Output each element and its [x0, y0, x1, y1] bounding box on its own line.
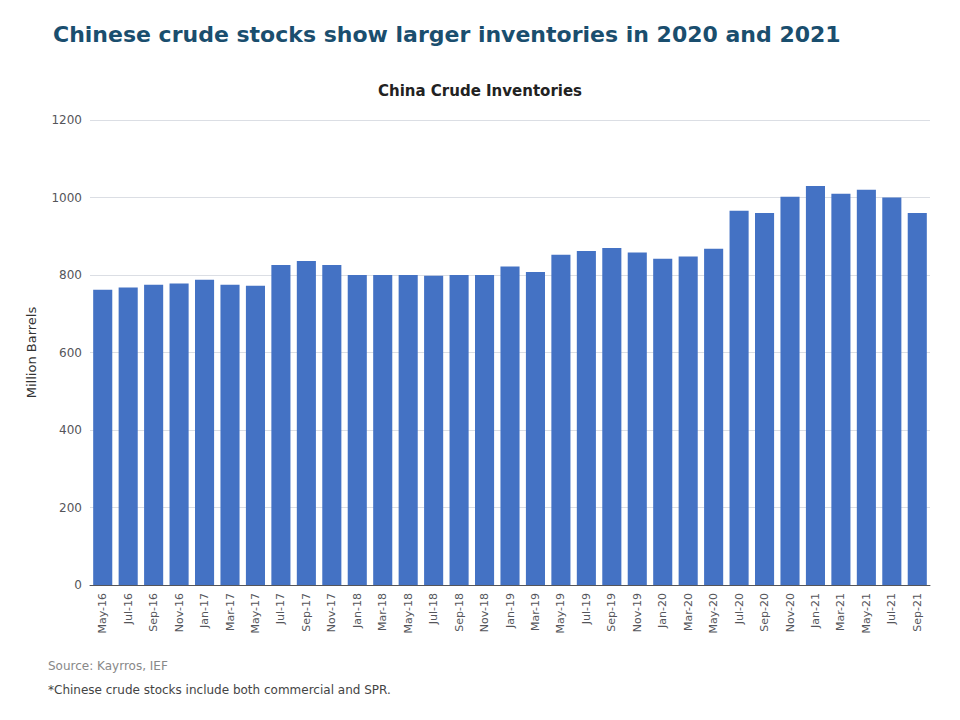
svg-text:Nov-19: Nov-19	[631, 593, 644, 632]
svg-text:Million Barrels: Million Barrels	[24, 307, 39, 399]
svg-text:China Crude Inventories: China Crude Inventories	[378, 82, 582, 100]
svg-text:Mar-19: Mar-19	[529, 593, 542, 631]
svg-text:Jul-18: Jul-18	[427, 593, 440, 625]
svg-text:Chinese crude stocks show larg: Chinese crude stocks show larger invento…	[53, 22, 841, 47]
svg-text:200: 200	[59, 501, 82, 515]
svg-text:Sep-16: Sep-16	[147, 593, 160, 632]
svg-text:Sep-19: Sep-19	[605, 593, 618, 632]
svg-text:Sep-21: Sep-21	[911, 593, 924, 632]
svg-text:400: 400	[59, 423, 82, 437]
svg-text:Jul-17: Jul-17	[274, 593, 287, 625]
svg-text:Sep-17: Sep-17	[300, 593, 313, 632]
svg-text:Jul-16: Jul-16	[122, 593, 135, 625]
svg-text:May-17: May-17	[249, 593, 262, 634]
svg-text:Mar-20: Mar-20	[682, 593, 695, 631]
svg-text:Jul-20: Jul-20	[733, 593, 746, 625]
svg-text:Nov-16: Nov-16	[173, 593, 186, 632]
svg-text:Nov-18: Nov-18	[478, 593, 491, 632]
svg-text:Jul-21: Jul-21	[885, 593, 898, 625]
svg-text:Mar-17: Mar-17	[224, 593, 237, 631]
svg-text:600: 600	[59, 346, 82, 360]
svg-text:May-19: May-19	[554, 593, 567, 634]
svg-text:May-21: May-21	[860, 593, 873, 634]
svg-text:*Chinese crude stocks include: *Chinese crude stocks include both comme…	[48, 683, 391, 697]
svg-text:Jan-20: Jan-20	[656, 593, 669, 629]
svg-text:800: 800	[59, 268, 82, 282]
svg-text:May-20: May-20	[707, 593, 720, 634]
svg-text:May-16: May-16	[96, 593, 109, 634]
svg-text:Jan-19: Jan-19	[504, 593, 517, 629]
svg-text:Source: Kayrros, IEF: Source: Kayrros, IEF	[48, 659, 168, 673]
svg-text:Jul-19: Jul-19	[580, 593, 593, 625]
svg-text:Mar-21: Mar-21	[834, 593, 847, 631]
svg-text:Sep-18: Sep-18	[453, 593, 466, 632]
svg-text:1200: 1200	[51, 113, 82, 127]
svg-text:1000: 1000	[51, 191, 82, 205]
svg-text:Jan-21: Jan-21	[809, 593, 822, 629]
svg-text:May-18: May-18	[402, 593, 415, 634]
svg-text:Nov-20: Nov-20	[784, 593, 797, 632]
svg-text:Sep-20: Sep-20	[758, 593, 771, 632]
svg-text:Nov-17: Nov-17	[325, 593, 338, 632]
svg-text:Mar-18: Mar-18	[376, 593, 389, 631]
svg-text:Jan-18: Jan-18	[351, 593, 364, 629]
svg-text:0: 0	[74, 578, 82, 592]
svg-text:Jan-17: Jan-17	[198, 593, 211, 629]
